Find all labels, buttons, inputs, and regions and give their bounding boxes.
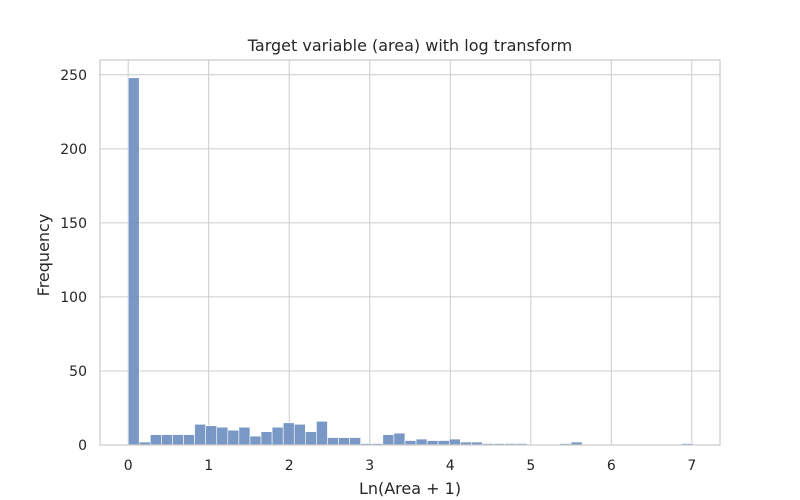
x-tick-label: 1 (204, 458, 213, 474)
x-axis-label: Ln(Area + 1) (359, 479, 461, 498)
histogram-bar (205, 425, 218, 446)
chart-title: Target variable (area) with log transfor… (247, 36, 572, 55)
grid-lines (100, 60, 720, 446)
y-tick-label: 250 (60, 68, 87, 84)
y-tick-label: 150 (60, 216, 87, 232)
histogram-bar (172, 434, 184, 446)
histogram-bar (448, 438, 461, 446)
x-tick-label: 5 (526, 458, 535, 474)
x-tick-label: 7 (687, 458, 696, 474)
histogram-bar (327, 437, 339, 446)
y-tick-label: 200 (60, 142, 87, 158)
histogram-bar (194, 423, 206, 446)
histogram-bars (127, 77, 694, 446)
x-tick-label: 3 (365, 458, 374, 474)
histogram-bar (282, 422, 295, 446)
plot-frame (99, 59, 721, 446)
histogram-bar (127, 77, 140, 446)
histogram-bar (437, 440, 450, 446)
y-tick-labels: 0 50 100 150 200 250 (60, 68, 87, 454)
histogram-bar (260, 431, 273, 446)
x-tick-labels: 0 1 2 3 4 5 6 7 (124, 458, 697, 474)
histogram-bar (183, 434, 195, 446)
histogram-bar (382, 434, 395, 446)
y-axis-label: Frequency (34, 214, 53, 297)
histogram-bar (249, 435, 262, 446)
histogram-bar (349, 437, 361, 446)
histogram-bar (150, 434, 162, 446)
x-tick-label: 4 (446, 458, 455, 474)
x-tick-label: 6 (607, 458, 616, 474)
histogram-bar (293, 423, 306, 446)
histogram-bar (216, 426, 229, 446)
y-tick-label: 100 (60, 290, 87, 306)
histogram-bar (393, 432, 406, 446)
histogram-bar (227, 429, 240, 446)
histogram-bar (415, 438, 428, 446)
histogram-bar (238, 426, 251, 446)
y-tick-label: 0 (78, 438, 87, 454)
histogram-bar (305, 431, 317, 446)
x-tick-label: 2 (285, 458, 294, 474)
histogram-bar (161, 434, 173, 446)
x-tick-label: 0 (124, 458, 133, 474)
histogram-bar (271, 426, 284, 446)
y-tick-label: 50 (69, 364, 87, 380)
histogram-bar (316, 421, 328, 446)
histogram-bar (426, 440, 439, 446)
histogram-bar (404, 440, 417, 446)
histogram-bar (338, 437, 350, 446)
